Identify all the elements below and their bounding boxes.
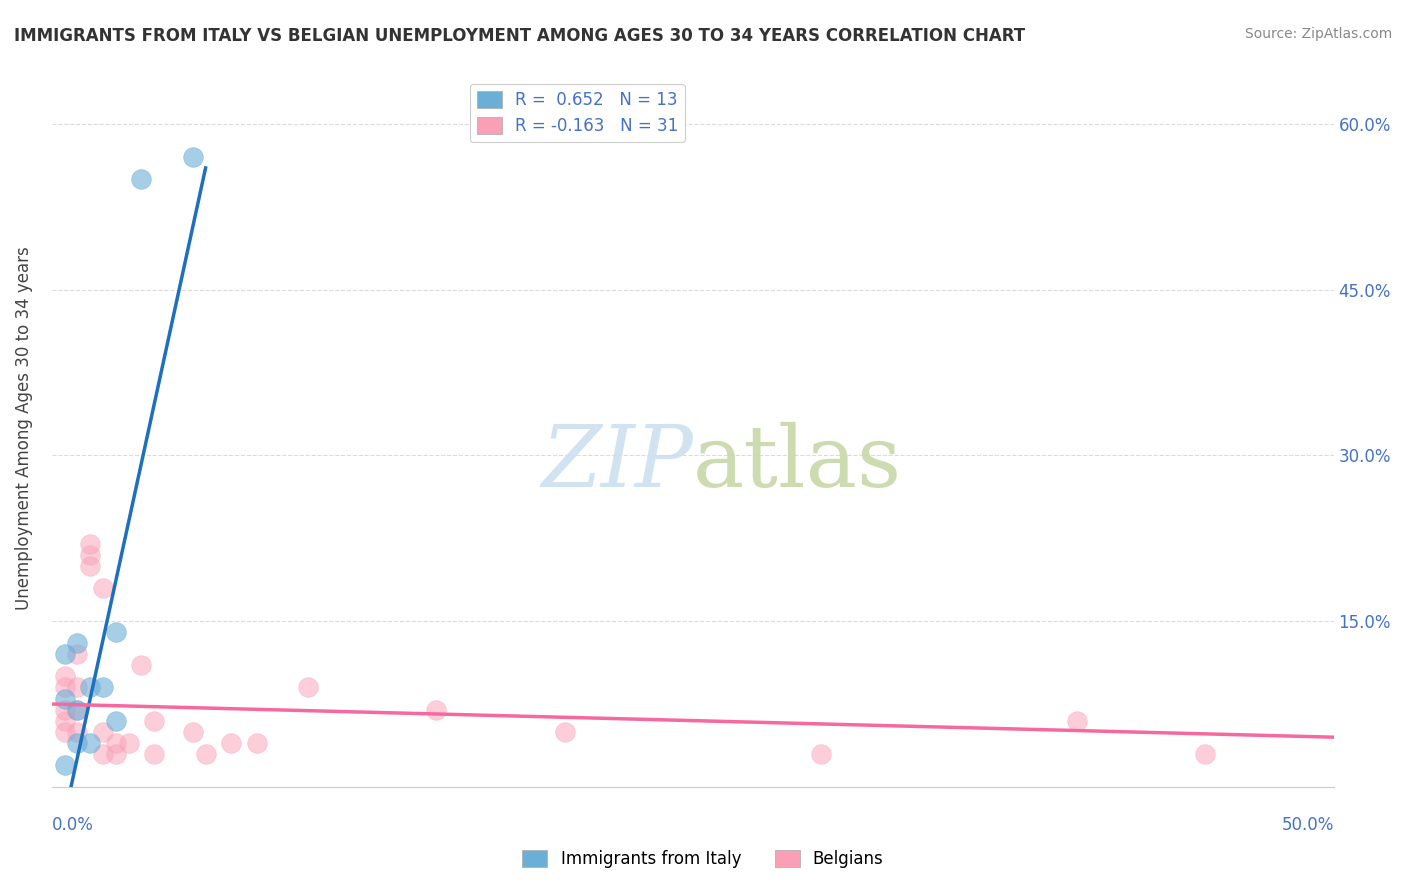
- Point: [66, 736, 89, 750]
- Point: [53, 702, 76, 716]
- Point: [181, 150, 204, 164]
- Point: [79, 537, 101, 551]
- Point: [79, 548, 101, 562]
- Point: [104, 736, 127, 750]
- Point: [553, 724, 575, 739]
- Point: [143, 747, 166, 761]
- Point: [66, 702, 89, 716]
- Legend: Immigrants from Italy, Belgians: Immigrants from Italy, Belgians: [516, 843, 890, 875]
- Point: [1066, 714, 1088, 728]
- Point: [91, 681, 114, 695]
- Text: ZIP: ZIP: [541, 422, 693, 505]
- Point: [91, 747, 114, 761]
- Point: [79, 558, 101, 573]
- Text: IMMIGRANTS FROM ITALY VS BELGIAN UNEMPLOYMENT AMONG AGES 30 TO 34 YEARS CORRELAT: IMMIGRANTS FROM ITALY VS BELGIAN UNEMPLO…: [14, 27, 1025, 45]
- Point: [131, 172, 153, 186]
- Point: [91, 724, 114, 739]
- Point: [810, 747, 832, 761]
- Text: 50.0%: 50.0%: [1281, 815, 1334, 834]
- Point: [66, 724, 89, 739]
- Point: [104, 714, 127, 728]
- Point: [91, 581, 114, 595]
- Legend: R =  0.652   N = 13, R = -0.163   N = 31: R = 0.652 N = 13, R = -0.163 N = 31: [470, 84, 685, 142]
- Point: [66, 702, 89, 716]
- Point: [53, 669, 76, 683]
- Text: atlas: atlas: [693, 422, 901, 505]
- Point: [53, 757, 76, 772]
- Point: [1194, 747, 1216, 761]
- Point: [53, 681, 76, 695]
- Point: [194, 747, 217, 761]
- Point: [131, 658, 153, 673]
- Point: [53, 724, 76, 739]
- Y-axis label: Unemployment Among Ages 30 to 34 years: Unemployment Among Ages 30 to 34 years: [15, 246, 32, 609]
- Point: [219, 736, 242, 750]
- Point: [297, 681, 319, 695]
- Point: [79, 681, 101, 695]
- Point: [66, 681, 89, 695]
- Text: 0.0%: 0.0%: [52, 815, 94, 834]
- Point: [66, 636, 89, 650]
- Point: [104, 625, 127, 640]
- Point: [143, 714, 166, 728]
- Point: [53, 714, 76, 728]
- Point: [53, 648, 76, 662]
- Point: [118, 736, 141, 750]
- Text: Source: ZipAtlas.com: Source: ZipAtlas.com: [1244, 27, 1392, 41]
- Point: [53, 691, 76, 706]
- Point: [181, 724, 204, 739]
- Point: [246, 736, 269, 750]
- Point: [104, 747, 127, 761]
- Point: [425, 702, 447, 716]
- Point: [66, 648, 89, 662]
- Point: [79, 736, 101, 750]
